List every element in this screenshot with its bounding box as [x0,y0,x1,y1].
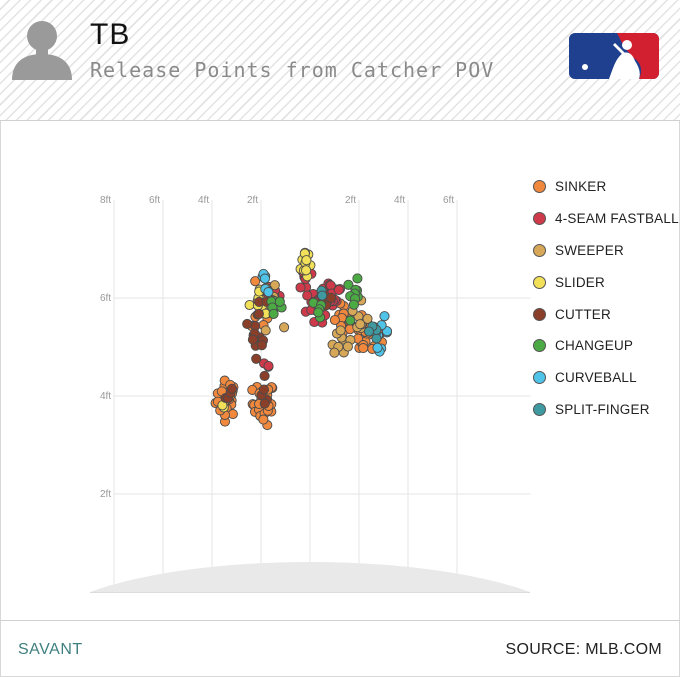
legend-label: 4-SEAM FASTBALL [555,211,679,227]
pitch-point [343,279,354,290]
pitch-point [250,276,261,287]
pitch-point [295,282,306,293]
legend-item: SINKER [533,171,679,203]
header: TB Release Points from Catcher POV [0,0,680,121]
pitch-point [379,311,390,322]
pitch-point [244,299,255,311]
pitch-point [345,315,356,326]
pitch-point [259,398,270,409]
pitch-point [253,308,264,319]
legend-swatch [533,275,546,289]
y-tick-label: 6ft [100,293,111,304]
pitch-point [301,265,312,276]
x-tick-label: 6ft [443,195,454,206]
pitch-point [371,333,382,344]
legend-swatch [533,307,546,321]
legend-item: CHANGEUP [533,330,679,362]
player-silhouette-icon [12,21,72,80]
legend-label: CHANGEUP [555,338,634,354]
pitch-point [335,325,346,336]
pitch-point [363,326,375,337]
pitch-point [274,296,285,307]
pitch-point [355,319,366,330]
pitch-point [256,340,267,351]
legend-swatch [533,243,546,257]
pitch-point [333,284,344,296]
legend-swatch [533,180,546,194]
legend-swatch [533,212,546,226]
legend-item: CURVEBALL [533,362,679,394]
y-tick-label: 2ft [100,489,111,500]
legend-label: SPLIT-FINGER [555,401,650,417]
legend-label: CURVEBALL [555,370,637,386]
pitch-point [313,307,324,318]
pitch-point [226,383,238,394]
pitch-point [342,341,353,352]
x-tick-label: 4ft [198,195,209,206]
legend-label: SLIDER [555,274,605,290]
pitch-point [372,342,383,353]
savant-link[interactable]: SAVANT [18,641,83,658]
legend-item: 4-SEAM FASTBALL [533,203,679,235]
footer-divider [0,620,680,621]
x-tick-label: 8ft [100,195,111,206]
pitch-point [301,255,312,266]
pitch-point [259,370,270,381]
mlb-logo-icon [569,33,659,79]
pitch-point [269,280,280,291]
pitch-point [263,360,274,372]
pitch-point [259,273,270,284]
pitch-point [348,299,359,310]
x-tick-label: 6ft [149,195,160,206]
release-point-chart: 8ft 6ft 4ft 2ft 2ft 4ft 6ft 6ft 4ft 2ft [90,195,531,593]
legend-label: SWEEPER [555,242,624,258]
legend-label: CUTTER [555,306,611,322]
y-tick-label: 4ft [100,391,111,402]
source-credit: SOURCE: MLB.COM [505,641,662,658]
legend-item: SLIDER [533,266,679,298]
pitch-point [258,414,269,425]
pitchers-mound [90,562,530,592]
x-tick-label: 4ft [394,195,405,206]
pitch-point [362,313,373,324]
team-name: TB [90,18,131,51]
pitch-point [242,318,253,329]
legend-item: CUTTER [533,298,679,330]
pitch-point [279,322,290,333]
pitch-point [326,292,337,303]
legend-label: SINKER [555,179,607,195]
legend-swatch [533,339,546,353]
legend: SINKER 4-SEAM FASTBALL SWEEPER SLIDER CU… [533,171,679,425]
pitch-point [317,290,328,301]
pitch-point [251,353,262,364]
x-tick-label: 2ft [345,195,356,206]
pitch-point [247,334,258,345]
legend-item: SWEEPER [533,235,679,267]
x-tick-label: 2ft [247,195,258,206]
pitch-point [260,325,271,336]
chart-subtitle: Release Points from Catcher POV [90,58,495,82]
pitch-point [329,347,340,358]
pitch-point [358,343,369,354]
pitch-point [352,273,363,284]
pitch-point [263,287,274,298]
pitch-point [302,290,313,301]
pitch-point [258,384,270,395]
pitch-point [268,308,279,319]
legend-swatch [533,402,546,416]
pitch-point [329,314,340,326]
legend-item: SPLIT-FINGER [533,394,679,426]
legend-swatch [533,371,546,385]
